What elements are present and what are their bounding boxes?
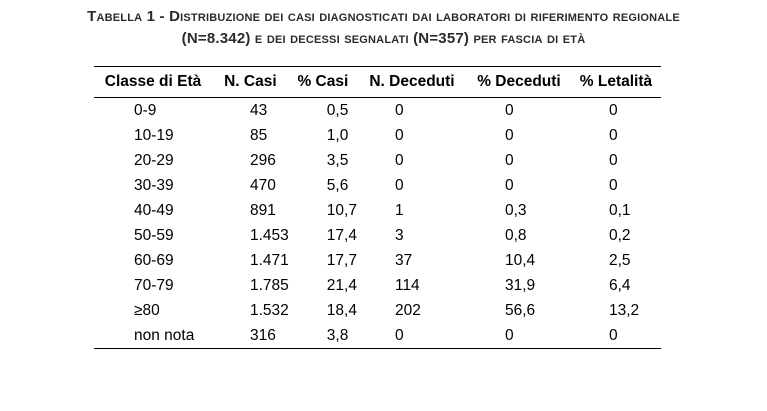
cell-deaths: 0	[394, 176, 404, 194]
cell-lethality-pct: 13,2	[608, 301, 640, 319]
cell-cases: 470	[250, 176, 276, 194]
cell-deaths: 0	[394, 101, 404, 119]
table-header-row: Classe di Età N. Casi % Casi N. Deceduti…	[94, 66, 661, 98]
header-deaths-pct: % Deceduti	[466, 66, 571, 98]
table-row: 50-59 1.453 17,4 3 0,8 0,2	[94, 223, 661, 248]
cell-deaths: 37	[394, 251, 413, 269]
cell-age-class: non nota	[94, 323, 212, 349]
cell-lethality-pct: 0	[608, 151, 618, 169]
cell-deaths-pct: 56,6	[504, 301, 536, 319]
cell-cases-pct: 3,5	[326, 151, 349, 169]
cell-deaths: 0	[356, 323, 467, 349]
cell-cases: 1.785	[250, 276, 289, 294]
cell-lethality-pct: 0	[608, 126, 618, 144]
header-cases: N. Casi	[212, 66, 289, 98]
age-distribution-table: Classe di Età N. Casi % Casi N. Deceduti…	[94, 66, 661, 349]
header-cases-pct: % Casi	[288, 66, 357, 98]
table-row: 0-9 43 0,5 0 0 0	[94, 98, 661, 124]
cell-deaths-pct: 10,4	[504, 251, 536, 269]
cell-deaths: 3	[394, 226, 404, 244]
cell-cases-pct: 17,4	[326, 226, 357, 244]
table-row: ≥80 1.532 18,4 202 56,6 13,2	[94, 298, 661, 323]
header-deaths: N. Deceduti	[356, 66, 467, 98]
cell-deaths: 1	[394, 201, 404, 219]
table-row: 20-29 296 3,5 0 0 0	[94, 148, 661, 173]
cell-cases: 316	[212, 323, 289, 349]
cell-age-class: 70-79	[134, 276, 174, 294]
cell-cases-pct: 5,6	[326, 176, 349, 194]
caption-line-1: Tabella 1 - Distribuzione dei casi diagn…	[87, 8, 680, 25]
cell-deaths-pct: 31,9	[504, 276, 536, 294]
cell-cases-pct: 3,8	[288, 323, 357, 349]
cell-deaths: 202	[394, 301, 421, 319]
cell-lethality-pct: 0	[608, 101, 618, 119]
cell-cases-pct: 18,4	[326, 301, 357, 319]
cell-age-class: 60-69	[134, 251, 174, 269]
table-row: 70-79 1.785 21,4 114 31,9 6,4	[94, 273, 661, 298]
cell-cases-pct: 17,7	[326, 251, 357, 269]
cell-deaths-pct: 0	[504, 151, 514, 169]
cell-lethality-pct: 6,4	[608, 276, 631, 294]
cell-deaths: 0	[394, 151, 404, 169]
cell-deaths-pct: 0	[504, 126, 514, 144]
cell-age-class: 30-39	[134, 176, 174, 194]
cell-age-class: 50-59	[134, 226, 174, 244]
cell-deaths-pct: 0,8	[504, 226, 527, 244]
cell-age-class: 10-19	[134, 126, 174, 144]
cell-deaths: 114	[394, 276, 420, 294]
cell-age-class: 0-9	[134, 101, 157, 119]
table-row: 60-69 1.471 17,7 37 10,4 2,5	[94, 248, 661, 273]
table-caption: Tabella 1 - Distribuzione dei casi diagn…	[0, 6, 767, 50]
cell-cases: 85	[250, 126, 268, 144]
cell-deaths-pct: 0,3	[504, 201, 527, 219]
cell-lethality-pct: 2,5	[608, 251, 631, 269]
cell-age-class: 20-29	[134, 151, 174, 169]
cell-lethality-pct: 0,2	[608, 226, 631, 244]
cell-deaths-pct: 0	[504, 101, 514, 119]
cell-cases: 1.453	[250, 226, 289, 244]
cell-cases: 1.471	[250, 251, 289, 269]
cell-cases: 43	[250, 101, 268, 119]
cell-cases-pct: 1,0	[326, 126, 349, 144]
cell-age-class: ≥80	[134, 301, 160, 319]
caption-line-2: (N=8.342) e dei decessi segnalati (N=357…	[181, 30, 586, 47]
cell-lethality-pct: 0	[570, 323, 661, 349]
cell-cases-pct: 0,5	[326, 101, 349, 119]
cell-cases: 1.532	[250, 301, 289, 319]
table-row: non nota 316 3,8 0 0 0	[94, 323, 661, 349]
cell-cases-pct: 21,4	[326, 276, 357, 294]
table-row: 40-49 891 10,7 1 0,3 0,1	[94, 198, 661, 223]
cell-age-class: 40-49	[134, 201, 174, 219]
cell-deaths-pct: 0	[504, 176, 514, 194]
cell-cases: 891	[250, 201, 276, 219]
cell-cases-pct: 10,7	[326, 201, 357, 219]
table-row: 10-19 85 1,0 0 0 0	[94, 123, 661, 148]
header-age-class: Classe di Età	[94, 66, 212, 98]
cell-lethality-pct: 0,1	[608, 201, 631, 219]
table-row: 30-39 470 5,6 0 0 0	[94, 173, 661, 198]
cell-deaths: 0	[394, 126, 404, 144]
header-lethality-pct: % Letalità	[570, 66, 661, 98]
cell-cases: 296	[250, 151, 276, 169]
cell-lethality-pct: 0	[608, 176, 618, 194]
table-body: 0-9 43 0,5 0 0 0 10-19 85 1,0 0 0 0 20-29 296 3,5 0 0 0 30…	[94, 98, 661, 349]
cell-deaths-pct: 0	[466, 323, 571, 349]
